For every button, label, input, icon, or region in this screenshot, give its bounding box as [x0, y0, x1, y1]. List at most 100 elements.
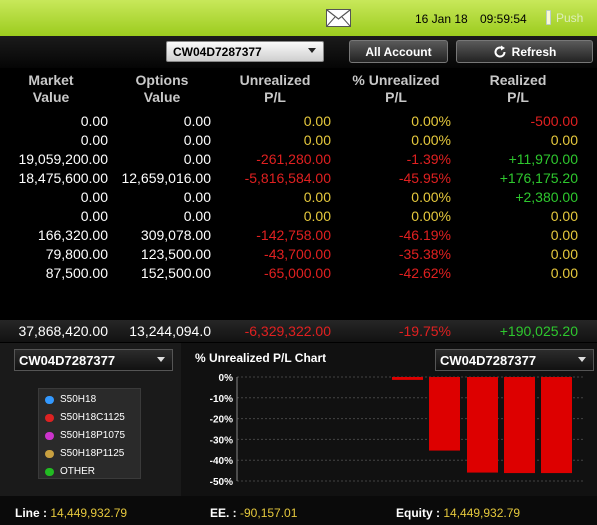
account-select-value: CW04D7287377: [173, 45, 262, 59]
ee-label: EE. :: [210, 506, 237, 520]
line-stat: Line : 14,449,932.79: [15, 506, 127, 520]
header-line: P/L: [264, 89, 286, 105]
header-line: P/L: [507, 89, 529, 105]
cell-pct-unrealized-pl: -42.62%: [398, 265, 451, 281]
table-row[interactable]: 79,800.00 123,500.00 -43,700.00 -35.38% 0.00: [0, 244, 597, 263]
header-line: P/L: [385, 89, 407, 105]
y-tick-label: -20%: [210, 415, 233, 426]
controls-bar: CW04D7287377 All Account Refresh: [0, 36, 597, 68]
legend-dot-icon: [45, 431, 54, 440]
push-toggle[interactable]: Push: [546, 10, 583, 25]
legend-panel: CW04D7287377 S50H18 S50H18C1125 S50H18P107…: [0, 343, 181, 496]
header-line: Value: [143, 89, 181, 105]
y-tick-label: -10%: [210, 394, 233, 405]
header-line: Unrealized: [239, 72, 311, 88]
cell-realized-pl: +2,380.00: [515, 189, 578, 205]
total-realized-pl: +190,025.20: [499, 323, 578, 339]
cell-pct-unrealized-pl: 0.00%: [411, 208, 451, 224]
refresh-icon: [494, 45, 506, 58]
cell-options-value: 12,659,016.00: [121, 170, 211, 186]
header-line: Options: [135, 72, 189, 88]
y-tick-label: -50%: [210, 477, 233, 486]
chevron-down-icon: [157, 357, 165, 362]
cell-market-value: 0.00: [80, 189, 108, 205]
mail-icon[interactable]: [326, 9, 351, 27]
legend-label: S50H18P1125: [60, 448, 125, 459]
column-header-options-value: Options Value: [128, 72, 196, 106]
cell-unrealized-pl: -261,280.00: [256, 151, 331, 167]
table-row[interactable]: 0.00 0.00 0.00 0.00% +2,380.00: [0, 187, 597, 206]
legend-item: S50H18: [45, 394, 96, 405]
header-line: Market: [28, 72, 74, 88]
legend-dot-icon: [45, 413, 54, 422]
chart-account-select[interactable]: CW04D7287377: [435, 349, 594, 371]
table-row[interactable]: 0.00 0.00 0.00 0.00% -500.00: [0, 111, 597, 130]
cell-market-value: 19,059,200.00: [18, 151, 108, 167]
table-row[interactable]: 87,500.00 152,500.00 -65,000.00 -42.62% 0.00: [0, 263, 597, 282]
y-tick-label: 0%: [219, 373, 234, 384]
column-header-pct-unrealized-pl: % Unrealized P/L: [345, 72, 447, 106]
equity-value: 14,449,932.79: [443, 506, 521, 520]
footer-bar: Line : 14,449,932.79 EE. : -90,157.01 Eq…: [0, 496, 597, 525]
cell-market-value: 18,475,600.00: [18, 170, 108, 186]
account-select[interactable]: CW04D7287377: [166, 41, 324, 62]
legend-item: S50H18P1125: [45, 448, 124, 459]
chart-bar[interactable]: [504, 377, 535, 474]
y-tick-label: -40%: [210, 456, 233, 467]
table-row[interactable]: 0.00 0.00 0.00 0.00% 0.00: [0, 206, 597, 225]
chart-bar[interactable]: [467, 377, 498, 473]
cell-options-value: 309,078.00: [140, 227, 211, 243]
table-row[interactable]: 19,059,200.00 0.00 -261,280.00 -1.39% +11,97…: [0, 149, 597, 168]
cell-unrealized-pl: -43,700.00: [264, 246, 331, 262]
cell-market-value: 0.00: [80, 208, 108, 224]
legend-label: OTHER: [60, 466, 95, 477]
legend-dot-icon: [45, 395, 54, 404]
cell-options-value: 0.00: [183, 113, 211, 129]
legend-item: S50H18C1125: [45, 412, 125, 423]
refresh-button[interactable]: Refresh: [456, 40, 593, 63]
cell-options-value: 0.00: [183, 132, 211, 148]
date-text: 16 Jan 18: [415, 12, 468, 26]
equity-label: Equity :: [396, 506, 440, 520]
cell-unrealized-pl: -5,816,584.00: [244, 170, 331, 186]
total-unrealized-pl: -6,329,322.00: [244, 323, 331, 339]
line-label: Line :: [15, 506, 47, 520]
legend-label: S50H18P1075: [60, 430, 126, 441]
legend-label: S50H18: [60, 394, 97, 405]
chart-bar[interactable]: [429, 377, 460, 451]
cell-realized-pl: 0.00: [550, 227, 578, 243]
total-options-value: 13,244,094.0: [129, 323, 211, 339]
legend-dot-icon: [45, 449, 54, 458]
top-bar: 16 Jan 18 09:59:54 Push: [0, 0, 597, 36]
cell-options-value: 123,500.00: [140, 246, 211, 262]
cell-market-value: 166,320.00: [37, 227, 108, 243]
cell-options-value: 0.00: [183, 208, 211, 224]
cell-unrealized-pl: -65,000.00: [264, 265, 331, 281]
header-line: Value: [32, 89, 70, 105]
all-account-button[interactable]: All Account: [349, 40, 448, 63]
legend-dot-icon: [45, 467, 54, 476]
header-line: Realized: [489, 72, 547, 88]
bottom-panel: CW04D7287377 S50H18 S50H18C1125 S50H18P107…: [0, 343, 597, 496]
cell-realized-pl: +11,970.00: [508, 151, 578, 167]
all-account-label: All Account: [365, 44, 432, 59]
legend-item: OTHER: [45, 466, 95, 477]
table-row[interactable]: 0.00 0.00 0.00 0.00% 0.00: [0, 130, 597, 149]
ee-value: -90,157.01: [240, 506, 298, 520]
legend-account-select[interactable]: CW04D7287377: [14, 349, 173, 371]
chart-bar[interactable]: [541, 377, 572, 474]
header-line: % Unrealized: [352, 72, 440, 88]
chart-account-value: CW04D7287377: [440, 353, 537, 368]
ee-stat: EE. : -90,157.01: [210, 506, 297, 520]
cell-options-value: 0.00: [183, 151, 211, 167]
table-row[interactable]: 166,320.00 309,078.00 -142,758.00 -46.19% 0.…: [0, 225, 597, 244]
cell-unrealized-pl: -142,758.00: [256, 227, 331, 243]
chart-bar[interactable]: [392, 377, 423, 380]
cell-realized-pl: 0.00: [550, 208, 578, 224]
cell-market-value: 79,800.00: [45, 246, 108, 262]
push-label: Push: [556, 10, 584, 25]
table-row[interactable]: 18,475,600.00 12,659,016.00 -5,816,584.00 -…: [0, 168, 597, 187]
legend-account-value: CW04D7287377: [19, 353, 116, 368]
cell-options-value: 0.00: [183, 189, 211, 205]
time-text: 09:59:54: [480, 12, 527, 26]
